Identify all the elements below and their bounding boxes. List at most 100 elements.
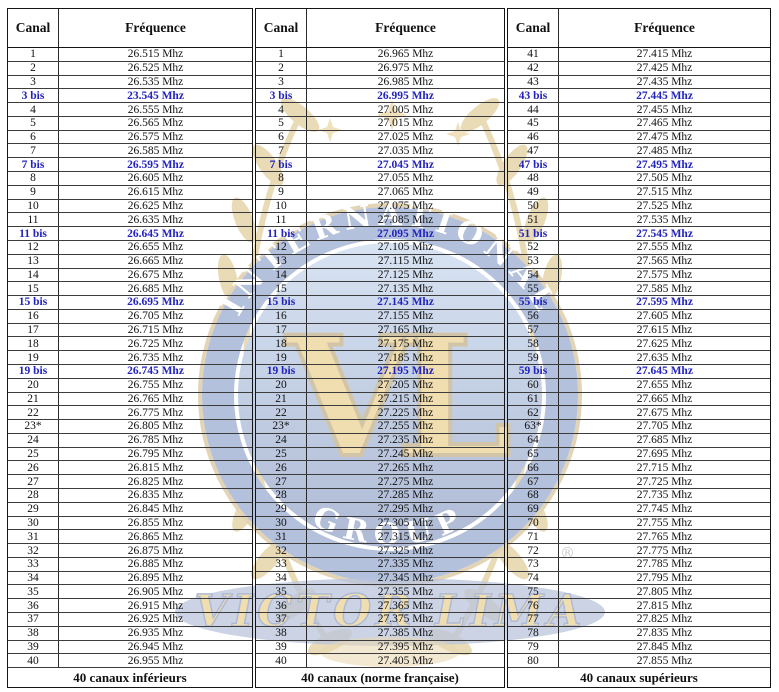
canal-cell: 30 (256, 516, 307, 530)
frequency-cell: 27.765 Mhz (636, 530, 693, 543)
frequence-header: Fréquence (125, 20, 186, 35)
table-row: 73 27.785 Mhz (508, 557, 770, 572)
canal-cell: 55 (508, 282, 559, 296)
frequency-cell: 27.345 Mhz (377, 572, 434, 585)
frequency-cell: 27.485 Mhz (636, 144, 693, 157)
canal-cell: 40 (8, 654, 59, 668)
table-row: 56 27.605 Mhz (508, 309, 770, 324)
table-canaux-superieurs: Canal Fréquence 41 27.415 Mhz 42 27.425 Mhz… (507, 8, 771, 688)
frequency-cell: 26.655 Mhz (127, 241, 184, 254)
canal-cell: 48 (508, 172, 559, 185)
frequency-cell: 27.545 Mhz (636, 227, 693, 240)
frequency-cell: 27.055 Mhz (377, 172, 434, 185)
table-row: 43 27.435 Mhz (508, 75, 770, 90)
frequency-cell: 26.785 Mhz (127, 434, 184, 447)
table-row: 69 27.745 Mhz (508, 502, 770, 517)
table-header: Canal Fréquence (8, 9, 252, 48)
canal-cell: 16 (8, 309, 59, 323)
canal-cell: 3 (8, 75, 59, 89)
table-row: 3 26.535 Mhz (8, 75, 252, 90)
table-row: 28 27.285 Mhz (256, 489, 504, 503)
frequency-cell: 27.755 Mhz (636, 516, 693, 529)
frequency-cell: 27.475 Mhz (636, 131, 693, 144)
frequency-cell: 27.285 Mhz (377, 489, 434, 502)
canal-cell: 29 (256, 502, 307, 516)
canal-cell: 53 (508, 254, 559, 268)
table-row: 65 27.695 Mhz (508, 447, 770, 462)
frequency-cell: 27.385 Mhz (377, 627, 434, 640)
canal-cell: 71 (508, 530, 559, 544)
table-row: 19 bis 26.745 Mhz (8, 364, 252, 379)
table-row: 29 26.845 Mhz (8, 502, 252, 517)
frequency-cell: 26.825 Mhz (127, 475, 184, 488)
table-row: 60 27.655 Mhz (508, 378, 770, 393)
canal-cell: 10 (8, 199, 59, 213)
canal-cell: 7 bis (8, 158, 59, 172)
table-row: 4 27.005 Mhz (256, 103, 504, 117)
table-row: 27 26.825 Mhz (8, 475, 252, 489)
table-row: 2 26.975 Mhz (256, 61, 504, 76)
table-row: 75 27.805 Mhz (508, 585, 770, 600)
canal-cell: 67 (508, 475, 559, 488)
canal-cell: 61 (508, 392, 559, 406)
frequency-cell: 26.605 Mhz (127, 172, 184, 185)
canal-cell: 15 bis (8, 296, 59, 309)
canal-cell: 11 bis (8, 227, 59, 240)
table-row: 19 bis 27.195 Mhz (256, 364, 504, 379)
table-row: 63* 27.705 Mhz (508, 420, 770, 434)
table-row: 9 27.065 Mhz (256, 185, 504, 200)
frequence-header: Fréquence (634, 20, 695, 35)
frequency-cell: 27.025 Mhz (377, 131, 434, 144)
canal-cell: 51 bis (508, 227, 559, 240)
frequency-cell: 27.625 Mhz (636, 337, 693, 350)
frequency-cell: 27.365 Mhz (377, 599, 434, 612)
frequency-cell: 27.045 Mhz (377, 158, 434, 171)
canal-cell: 22 (8, 406, 59, 420)
frequency-cell: 27.125 Mhz (377, 268, 434, 281)
frequency-cell: 26.775 Mhz (127, 406, 184, 419)
frequency-cell: 26.615 Mhz (127, 186, 184, 199)
frequency-cell: 27.245 Mhz (377, 448, 434, 461)
table-row: 33 26.885 Mhz (8, 557, 252, 572)
table-row: 7 27.035 Mhz (256, 144, 504, 159)
frequency-cell: 27.205 Mhz (377, 379, 434, 392)
table-row: 43 bis 27.445 Mhz (508, 89, 770, 104)
table-row: 79 27.845 Mhz (508, 640, 770, 655)
frequency-cell: 26.765 Mhz (127, 392, 184, 405)
table-row: 37 26.925 Mhz (8, 613, 252, 627)
table-row: 26 26.815 Mhz (8, 461, 252, 476)
canal-cell: 3 bis (8, 89, 59, 103)
frequency-cell: 26.965 Mhz (377, 48, 434, 61)
canal-cell: 38 (256, 626, 307, 640)
table-footer: 40 canaux inférieurs (73, 669, 187, 685)
frequency-cell: 27.645 Mhz (636, 365, 693, 378)
table-row: 1 26.965 Mhz (256, 48, 504, 62)
table-row: 59 bis 27.645 Mhz (508, 364, 770, 379)
frequency-cell: 27.375 Mhz (377, 613, 434, 626)
canal-cell: 35 (8, 585, 59, 599)
frequency-cell: 26.955 Mhz (127, 654, 184, 667)
canal-cell: 14 (8, 268, 59, 282)
canal-cell: 58 (508, 337, 559, 351)
frequency-cell: 27.615 Mhz (636, 324, 693, 337)
table-row: 9 26.615 Mhz (8, 185, 252, 200)
table-row: 14 27.125 Mhz (256, 268, 504, 283)
frequency-cell: 27.505 Mhz (636, 172, 693, 185)
frequency-cell: 26.535 Mhz (127, 75, 184, 88)
table-row: 34 27.345 Mhz (256, 571, 504, 586)
frequency-cell: 27.195 Mhz (377, 365, 434, 378)
table-rows: 1 26.515 Mhz 2 26.525 Mhz 3 26.535 Mhz 3 bis 23… (8, 48, 252, 669)
table-row: 5 27.015 Mhz (256, 116, 504, 131)
canal-cell: 55 bis (508, 296, 559, 309)
frequency-cell: 26.745 Mhz (127, 365, 184, 378)
frequency-cell: 27.745 Mhz (636, 503, 693, 516)
canal-cell: 9 (256, 185, 307, 199)
frequency-cell: 26.915 Mhz (127, 599, 184, 612)
table-row: 6 27.025 Mhz (256, 130, 504, 145)
frequency-cell: 27.405 Mhz (377, 654, 434, 667)
canal-cell: 17 (8, 323, 59, 337)
table-row: 41 27.415 Mhz (508, 48, 770, 62)
frequency-cell: 26.815 Mhz (127, 461, 184, 474)
canal-header: Canal (256, 9, 307, 47)
canal-cell: 66 (508, 461, 559, 475)
